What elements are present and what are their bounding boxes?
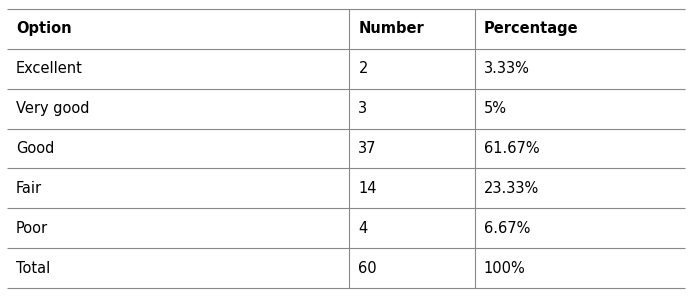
- Text: 100%: 100%: [484, 261, 526, 276]
- Text: 2: 2: [358, 61, 367, 76]
- Text: Poor: Poor: [16, 221, 48, 236]
- Text: 23.33%: 23.33%: [484, 181, 539, 196]
- Text: 4: 4: [358, 221, 367, 236]
- Text: 37: 37: [358, 141, 377, 156]
- Text: 3.33%: 3.33%: [484, 61, 529, 76]
- Text: Fair: Fair: [16, 181, 42, 196]
- Text: Number: Number: [358, 21, 424, 36]
- Text: 61.67%: 61.67%: [484, 141, 540, 156]
- Text: 3: 3: [358, 101, 367, 116]
- Text: Option: Option: [16, 21, 71, 36]
- Text: Percentage: Percentage: [484, 21, 579, 36]
- Text: 5%: 5%: [484, 101, 507, 116]
- Text: 6.67%: 6.67%: [484, 221, 530, 236]
- Text: 60: 60: [358, 261, 377, 276]
- Text: Very good: Very good: [16, 101, 89, 116]
- Text: Good: Good: [16, 141, 54, 156]
- Text: Total: Total: [16, 261, 50, 276]
- Text: Excellent: Excellent: [16, 61, 83, 76]
- Text: 14: 14: [358, 181, 377, 196]
